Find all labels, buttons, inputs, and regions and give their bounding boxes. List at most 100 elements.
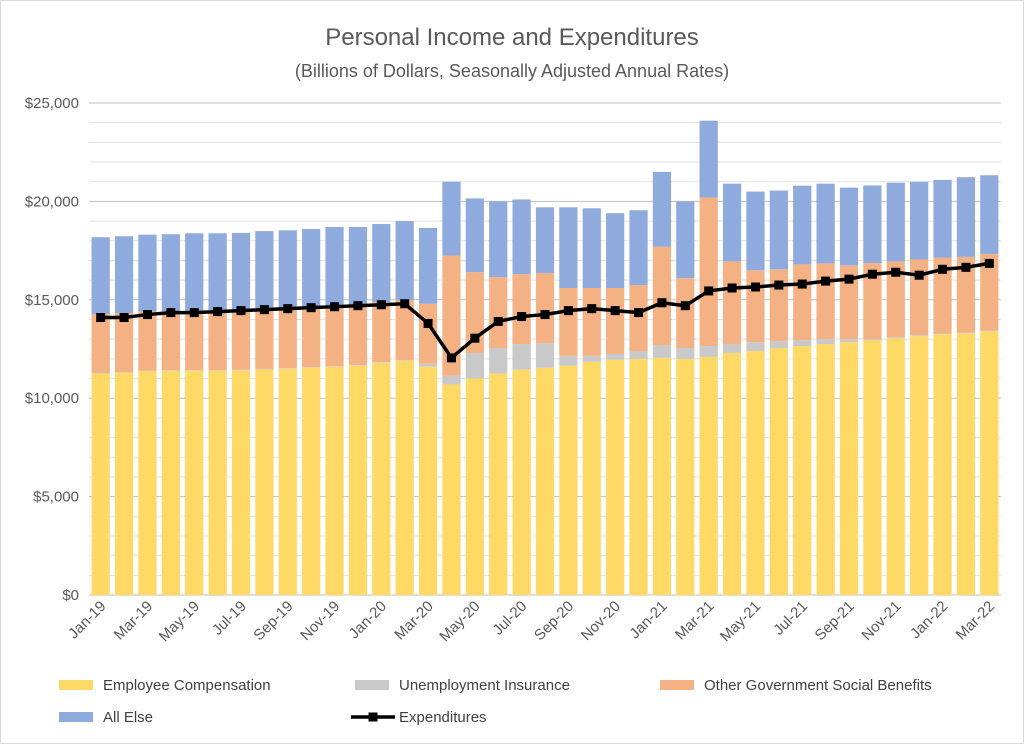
bar-all-else: [114, 236, 134, 313]
bar-employee-compensation: [302, 367, 321, 595]
bar-unemployment-insurance: [442, 375, 461, 385]
bar-employee-compensation: [793, 346, 812, 595]
bar-other-government-social-benefits: [886, 261, 905, 338]
bar-employee-compensation: [956, 333, 976, 595]
bar-all-else: [185, 233, 204, 312]
bar-all-else: [886, 182, 905, 262]
bar-employee-compensation: [231, 370, 251, 595]
legend-swatch: [660, 680, 694, 690]
legend-label: All Else: [103, 709, 153, 726]
legend-label: Expenditures: [399, 709, 487, 726]
bar-employee-compensation: [863, 340, 882, 595]
x-tick-label: Jan-19: [65, 598, 109, 642]
bar-other-government-social-benefits: [185, 311, 204, 371]
y-tick-label: $25,000: [25, 95, 79, 112]
bar-unemployment-insurance: [980, 330, 999, 332]
bar-all-else: [161, 234, 180, 312]
bar-employee-compensation: [582, 361, 601, 595]
bar-unemployment-insurance: [839, 339, 859, 343]
x-tick-label: Jan-22: [907, 598, 951, 642]
bar-all-else: [418, 227, 438, 304]
bar-employee-compensation: [395, 360, 414, 595]
bar-unemployment-insurance: [185, 370, 204, 371]
bar-other-government-social-benefits: [816, 263, 835, 340]
legend-label: Other Government Social Benefits: [704, 677, 932, 694]
legend-item-other-government-social-benefits: Other Government Social Benefits: [660, 677, 932, 694]
bar-unemployment-insurance: [325, 366, 344, 367]
bar-all-else: [442, 181, 461, 256]
expenditures-marker: [540, 310, 550, 320]
bar-employee-compensation: [512, 369, 531, 595]
bar-employee-compensation: [629, 358, 648, 595]
bar-other-government-social-benefits: [372, 302, 391, 363]
legend-swatch: [355, 680, 389, 690]
legend-item-employee-compensation: Employee Compensation: [59, 677, 271, 694]
bar-all-else: [255, 231, 274, 309]
bar-unemployment-insurance: [676, 348, 695, 359]
y-tick-label: $15,000: [25, 292, 79, 309]
bar-unemployment-insurance: [722, 344, 742, 353]
bar-other-government-social-benefits: [582, 287, 601, 356]
bar-other-government-social-benefits: [769, 269, 788, 342]
bar-employee-compensation: [606, 359, 625, 595]
bar-other-government-social-benefits: [910, 259, 929, 336]
legend: Employee Compensation Unemployment Insura…: [59, 677, 932, 726]
bar-employee-compensation: [418, 366, 438, 595]
expenditures-marker: [306, 303, 316, 313]
bar-unemployment-insurance: [348, 365, 368, 366]
bar-employee-compensation: [676, 358, 695, 595]
bar-all-else: [582, 208, 601, 288]
expenditures-marker: [446, 353, 456, 363]
bar-employee-compensation: [91, 373, 110, 595]
x-tick-label: Jul-21: [770, 598, 811, 639]
bar-unemployment-insurance: [302, 367, 321, 368]
bar-employee-compensation: [933, 334, 952, 595]
bar-employee-compensation: [559, 365, 578, 595]
bar-unemployment-insurance: [465, 352, 484, 379]
bar-unemployment-insurance: [161, 370, 180, 371]
bar-all-else: [231, 232, 251, 310]
bar-all-else: [910, 181, 929, 260]
bar-employee-compensation: [114, 372, 134, 595]
bar-all-else: [816, 183, 835, 264]
expenditures-marker: [610, 306, 620, 316]
legend-label: Employee Compensation: [103, 677, 271, 694]
bar-employee-compensation: [255, 369, 274, 595]
bar-unemployment-insurance: [886, 337, 905, 339]
x-tick-label: Jul-19: [209, 598, 250, 639]
bar-employee-compensation: [746, 350, 765, 595]
bar-other-government-social-benefits: [348, 305, 368, 366]
expenditures-marker: [376, 300, 386, 310]
bar-all-else: [325, 226, 344, 307]
expenditures-marker: [867, 269, 877, 279]
bar-unemployment-insurance: [208, 370, 227, 371]
legend-label: Unemployment Insurance: [399, 677, 570, 694]
bar-other-government-social-benefits: [699, 197, 718, 347]
bar-unemployment-insurance: [138, 370, 157, 372]
expenditures-marker: [587, 304, 597, 314]
bar-all-else: [769, 190, 788, 270]
bar-unemployment-insurance: [512, 344, 531, 370]
bar-other-government-social-benefits: [208, 310, 227, 371]
expenditures-marker: [166, 308, 176, 318]
legend-swatch-marker: [368, 712, 378, 722]
bar-all-else: [793, 185, 812, 265]
x-tick-label: May-20: [436, 598, 483, 645]
expenditures-marker: [750, 282, 760, 292]
bar-other-government-social-benefits: [839, 265, 859, 340]
bar-unemployment-insurance: [863, 338, 882, 341]
expenditures-marker: [657, 298, 667, 308]
y-tick-label: $5,000: [33, 489, 79, 506]
bar-unemployment-insurance: [746, 342, 765, 351]
bar-employee-compensation: [465, 378, 484, 595]
x-tick-label: Mar-21: [672, 598, 718, 644]
expenditures-marker: [704, 286, 714, 296]
expenditures-marker: [189, 308, 199, 318]
bar-all-else: [278, 230, 297, 309]
expenditures-marker: [283, 304, 293, 314]
bar-all-else: [839, 187, 859, 266]
bar-employee-compensation: [816, 344, 835, 595]
x-axis-ticks: Jan-19 Mar-19 May-19 Jul-19 Sep-19 Nov-19 Jan-…: [65, 598, 998, 645]
x-tick-label: Mar-19: [111, 598, 157, 644]
